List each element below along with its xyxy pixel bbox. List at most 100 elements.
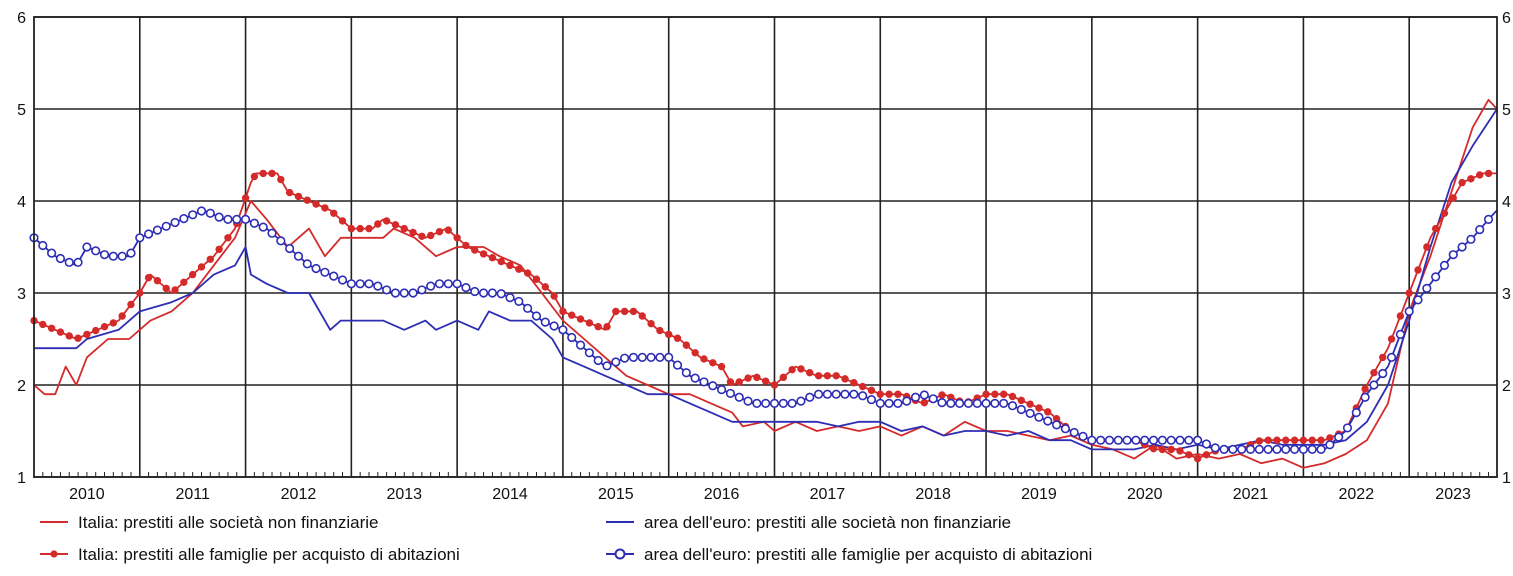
series-marker	[435, 227, 444, 236]
series-marker	[1379, 353, 1387, 362]
series-marker	[523, 269, 532, 277]
series-marker	[620, 353, 630, 363]
series-marker	[303, 196, 311, 204]
series-marker	[1026, 400, 1034, 408]
series-marker	[1369, 380, 1379, 390]
series-marker	[250, 172, 259, 181]
series-marker	[999, 390, 1008, 398]
series-marker	[1440, 209, 1449, 217]
series-marker	[1404, 306, 1414, 317]
series-marker	[39, 320, 47, 329]
series-marker	[277, 175, 285, 184]
series-marker	[796, 396, 806, 406]
series-marker	[699, 377, 709, 387]
series-marker	[197, 263, 206, 271]
series-marker	[1017, 396, 1026, 405]
series-marker	[347, 224, 356, 233]
series-marker	[391, 221, 400, 229]
series-marker	[832, 372, 840, 380]
series-marker	[1254, 444, 1264, 455]
series-marker	[170, 217, 180, 228]
x-tick-label: 2020	[1127, 486, 1163, 503]
series-marker	[329, 271, 339, 281]
series-marker	[602, 361, 612, 371]
series-marker	[365, 224, 373, 233]
series-marker	[56, 328, 65, 336]
series-marker	[135, 233, 145, 243]
series-marker	[523, 303, 533, 313]
series-marker	[894, 390, 902, 398]
series-marker	[1245, 444, 1256, 455]
series-marker	[1193, 454, 1202, 463]
series-marker	[136, 289, 144, 297]
series-marker	[144, 273, 153, 282]
series-marker	[1069, 427, 1079, 438]
series-marker	[937, 398, 947, 408]
series-marker	[1219, 444, 1229, 455]
y-tick-label-right: 3	[1502, 286, 1511, 303]
series-marker	[1264, 436, 1272, 444]
series-marker	[506, 261, 514, 270]
series-marker	[434, 279, 445, 289]
series-marker	[338, 217, 347, 225]
series-marker	[82, 242, 92, 252]
series-marker	[285, 243, 295, 254]
series-marker	[753, 373, 761, 382]
series-marker	[1476, 171, 1484, 179]
series-marker	[611, 357, 621, 367]
series-marker	[258, 222, 268, 232]
series-marker	[1431, 224, 1440, 233]
series-marker	[214, 212, 224, 222]
series-marker	[628, 352, 639, 363]
series-marker	[1043, 416, 1053, 426]
series-marker	[1386, 352, 1397, 363]
series-marker	[83, 330, 91, 339]
series-marker	[180, 278, 188, 286]
series-marker	[673, 334, 682, 342]
legend: Italia: prestiti alle società non finanz…	[40, 513, 1092, 564]
series-marker	[515, 265, 523, 273]
series-marker	[497, 257, 505, 266]
series-marker	[920, 398, 929, 407]
series-2	[34, 108, 1498, 451]
series-marker	[576, 315, 585, 323]
series-marker	[788, 365, 796, 374]
series-marker	[1326, 434, 1334, 442]
series-marker	[831, 389, 841, 399]
series-marker	[417, 285, 427, 295]
series-marker	[593, 355, 603, 366]
series-marker	[744, 374, 752, 382]
series-marker	[1467, 175, 1475, 183]
series-marker	[1439, 260, 1450, 271]
series-marker	[919, 390, 929, 400]
series-marker	[1396, 312, 1405, 320]
series-marker	[665, 330, 673, 339]
series-marker	[38, 240, 48, 251]
series-marker	[276, 236, 286, 246]
series-marker	[1334, 432, 1344, 442]
series-marker	[1395, 329, 1405, 340]
series-marker	[1122, 435, 1132, 445]
series-marker	[672, 360, 683, 370]
series-marker	[558, 325, 568, 335]
series-marker	[858, 382, 867, 391]
series-marker	[1157, 435, 1167, 445]
series-marker	[690, 373, 700, 383]
series-marker	[259, 169, 267, 178]
series-marker	[841, 375, 849, 383]
series-marker	[1475, 225, 1485, 235]
series-1	[33, 98, 1498, 469]
series-marker	[126, 248, 136, 258]
series-marker	[293, 251, 304, 261]
series-marker	[321, 204, 329, 212]
series-marker	[1316, 444, 1326, 455]
series-marker	[972, 398, 982, 409]
series-marker	[514, 296, 524, 307]
series-marker	[65, 332, 73, 340]
x-tick-label: 2010	[69, 486, 105, 503]
series-marker	[682, 341, 691, 349]
series-marker	[373, 281, 383, 291]
series-marker	[478, 288, 489, 298]
series-marker	[294, 192, 303, 201]
series-marker	[337, 275, 348, 285]
